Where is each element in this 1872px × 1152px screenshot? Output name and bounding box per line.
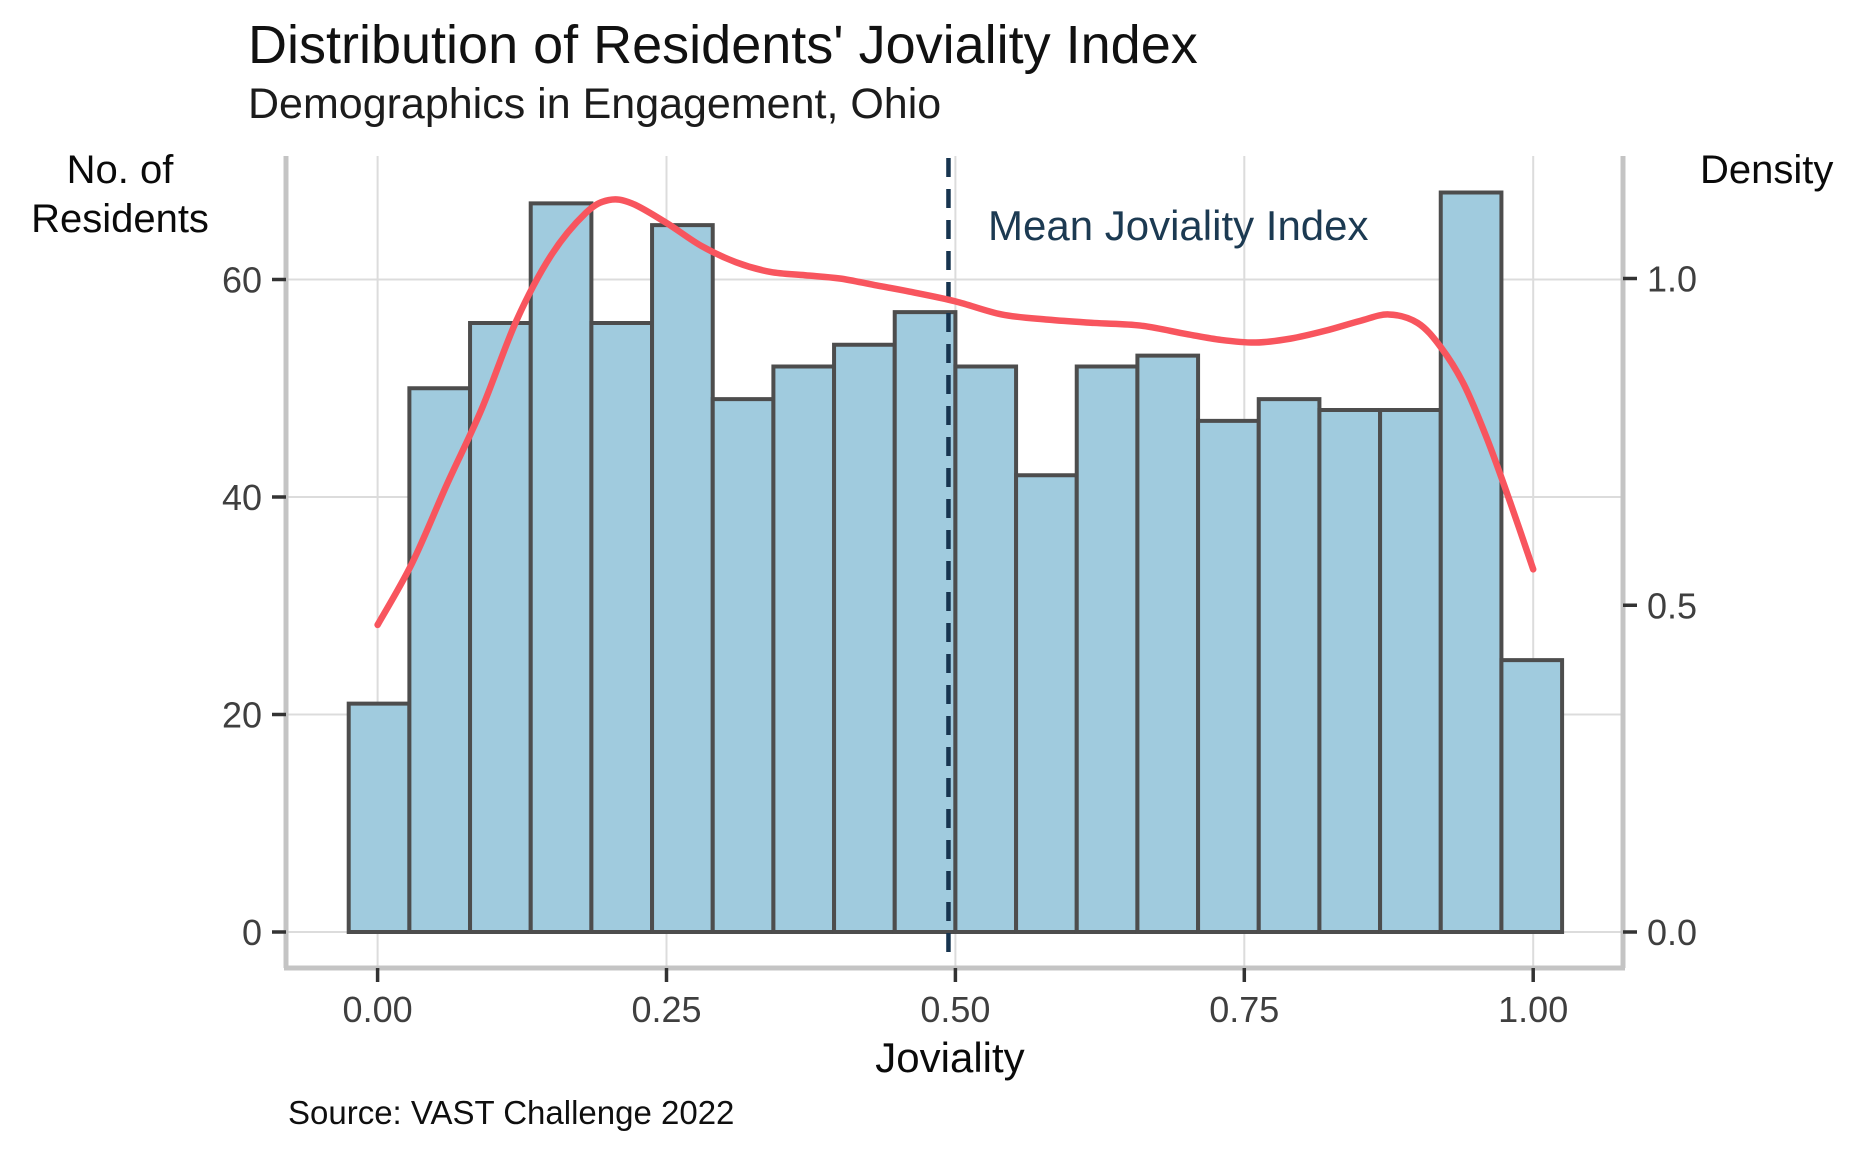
left-tick-label: 20 (222, 695, 262, 736)
right-tick-label: 1.0 (1647, 259, 1697, 300)
left-tick-label: 0 (242, 912, 262, 953)
x-tick-label: 0.00 (343, 989, 413, 1030)
histogram-bar (1135, 353, 1201, 934)
x-tick-label: 1.00 (1498, 989, 1568, 1030)
histogram-bar (1378, 408, 1443, 934)
histogram-bar (710, 397, 776, 934)
chart-subtitle: Demographics in Engagement, Ohio (248, 80, 942, 128)
histogram-bar (1014, 473, 1079, 934)
x-tick-label: 0.50 (920, 989, 990, 1030)
histogram-bar (892, 310, 958, 934)
histogram-bar (771, 364, 837, 934)
histogram-bar (1074, 364, 1140, 934)
x-axis-title: Joviality (875, 1034, 1025, 1081)
left-axis-title-line2: Residents (31, 197, 209, 241)
right-axis-title: Density (1700, 148, 1834, 192)
right-tick-label: 0.0 (1647, 912, 1697, 953)
chart-title: Distribution of Residents' Joviality Ind… (248, 15, 1198, 75)
left-axis-title-line1: No. of (66, 148, 174, 192)
histogram-bar (1317, 408, 1383, 934)
histogram-bar (1438, 190, 1504, 934)
histogram-bar (528, 201, 594, 934)
mean-annotation: Mean Joviality Index (988, 202, 1369, 249)
histogram-bar (407, 386, 473, 934)
x-tick-label: 0.25 (631, 989, 701, 1030)
histogram-bar (468, 321, 533, 934)
left-tick-label: 40 (222, 477, 262, 518)
histogram-bar (1196, 418, 1261, 934)
histogram-bar (953, 364, 1019, 934)
left-tick-label: 60 (222, 260, 262, 301)
left-axis-title: No. of Residents (14, 146, 226, 244)
histogram-bar (1256, 397, 1322, 934)
right-tick-label: 0.5 (1647, 585, 1697, 626)
histogram-bar (1499, 658, 1565, 934)
histogram-bar (346, 701, 412, 934)
histogram-bar (650, 223, 715, 934)
density-curve (374, 196, 1537, 629)
histogram-bar (832, 342, 897, 934)
x-tick-label: 0.75 (1209, 989, 1279, 1030)
source-caption: Source: VAST Challenge 2022 (288, 1094, 735, 1131)
histogram-bar (589, 321, 655, 934)
